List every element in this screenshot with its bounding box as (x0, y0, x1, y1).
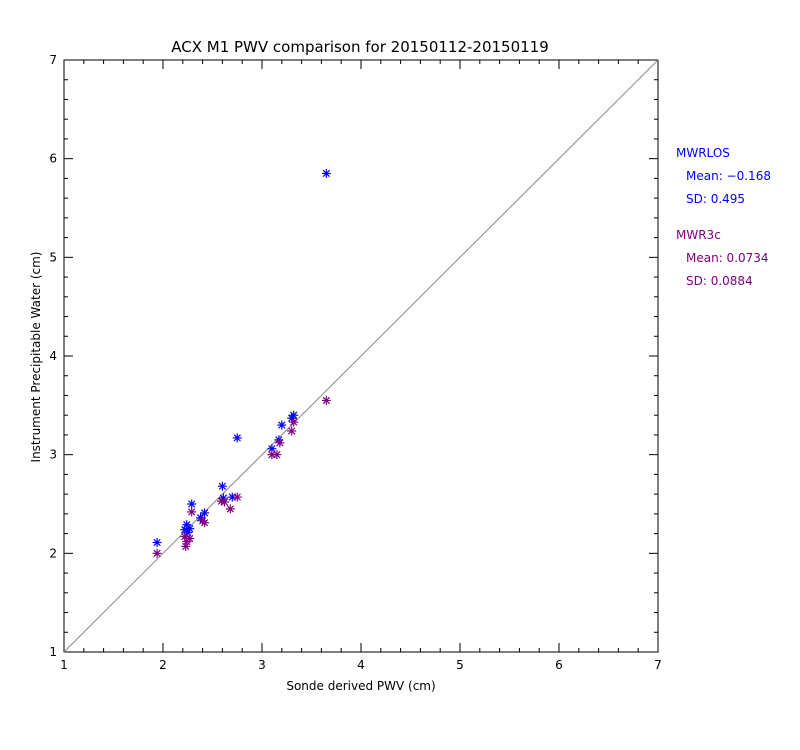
x-tick-label: 7 (654, 658, 662, 672)
y-tick-label: 1 (49, 645, 57, 659)
y-tick-label: 5 (49, 250, 57, 264)
data-point (200, 508, 210, 518)
y-tick-label: 3 (49, 448, 57, 462)
mwrlos-legend-name: MWRLOS (676, 146, 730, 160)
x-axis-label: Sonde derived PWV (cm) (286, 679, 435, 693)
data-point (321, 168, 331, 178)
mwr3c-mean: Mean: 0.0734 (686, 251, 769, 265)
data-point (277, 420, 287, 430)
data-point (321, 395, 331, 405)
data-point (185, 524, 195, 534)
mwr3c-legend-name: MWR3c (676, 228, 721, 242)
reference-line-group (63, 59, 659, 653)
data-point (200, 518, 210, 528)
x-tick-label: 1 (60, 658, 68, 672)
x-tick-label: 5 (456, 658, 464, 672)
data-point (289, 417, 299, 427)
mwrlos-sd: SD: 0.495 (686, 192, 746, 206)
series-mwrlos (152, 168, 331, 547)
chart-title: ACX M1 PWV comparison for 20150112-20150… (171, 38, 549, 56)
series-mwr3c (152, 395, 331, 558)
x-tick-label: 3 (258, 658, 266, 672)
mwrlos-mean: Mean: −0.168 (686, 169, 771, 183)
y-axis-label: Instrument Precipitable Water (cm) (29, 252, 43, 463)
data-point (187, 507, 197, 517)
data-point (217, 481, 227, 491)
mwrlos-stats: MWRLOS Mean: −0.168 SD: 0.495 (676, 146, 771, 207)
data-point (225, 504, 235, 514)
data-point (187, 499, 197, 509)
y-tick-label: 6 (49, 152, 57, 166)
mwr3c-sd: SD: 0.0884 (686, 274, 753, 288)
y-tick-label: 4 (49, 349, 57, 363)
data-point (219, 497, 229, 507)
mwr3c-stats: MWR3c Mean: 0.0734 SD: 0.0884 (676, 228, 769, 289)
data-point (152, 537, 162, 547)
data-point (181, 541, 191, 551)
x-tick-label: 6 (555, 658, 563, 672)
data-point (152, 548, 162, 558)
y-tick-label: 7 (49, 53, 57, 67)
x-tick-label: 4 (357, 658, 365, 672)
plot-axes: 1 2 3 4 5 6 7 1 2 3 4 5 6 7 (49, 53, 661, 672)
data-point (185, 534, 195, 544)
x-tick-label: 2 (159, 658, 167, 672)
one-to-one-line (63, 59, 659, 653)
data-point (232, 433, 242, 443)
data-point (272, 450, 282, 460)
y-tick-label: 2 (49, 546, 57, 560)
data-points (152, 168, 331, 558)
data-point (287, 426, 297, 436)
data-point (275, 438, 285, 448)
data-point (232, 492, 242, 502)
